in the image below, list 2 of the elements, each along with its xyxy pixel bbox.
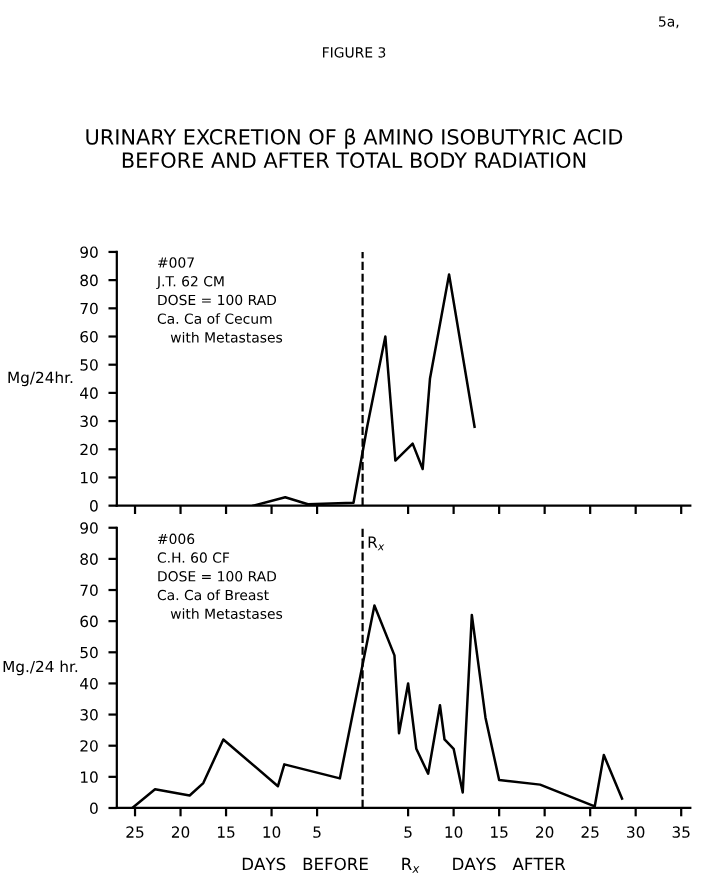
chart-title: URINARY EXCRETION OF β AMINO ISOBUTYRIC ACID BEFORE AND AFTER TOTAL BODY RADIATION: [86, 128, 623, 169]
text: DAYS BEFORE R$_{x}$ DAYS AFTER: [242, 857, 566, 873]
